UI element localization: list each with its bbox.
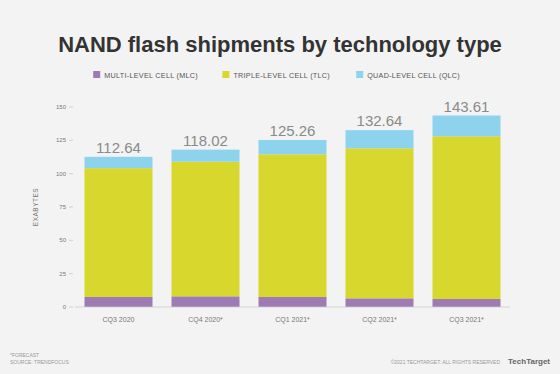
legend: MULTI-LEVEL CELL (MLC) TRIPLE-LEVEL CELL … bbox=[93, 71, 460, 80]
y-tick-label: 125 bbox=[56, 137, 67, 143]
y-tick-label: 150 bbox=[56, 104, 67, 110]
bar-segment bbox=[433, 116, 501, 137]
bar-segment bbox=[259, 297, 327, 307]
y-tick-label: 25 bbox=[59, 271, 66, 277]
y-tick-label: 50 bbox=[59, 237, 66, 243]
y-tick bbox=[69, 273, 73, 274]
x-tick-label: CQ1 2021* bbox=[275, 316, 310, 324]
y-tick-label: 75 bbox=[59, 204, 66, 210]
bar-segment bbox=[346, 148, 414, 298]
y-tick-label: 0 bbox=[63, 304, 67, 310]
legend-label: QUAD-LEVEL CELL (QLC) bbox=[367, 71, 460, 80]
bar-segment bbox=[85, 157, 153, 168]
total-label: 143.61 bbox=[444, 98, 490, 115]
x-tick-label: CQ3 2021* bbox=[449, 316, 484, 324]
y-tick bbox=[69, 140, 73, 141]
y-tick bbox=[69, 307, 73, 308]
y-tick bbox=[69, 107, 73, 108]
title: NAND flash shipments by technology type bbox=[58, 32, 502, 57]
y-tick bbox=[69, 207, 73, 208]
x-tick-label: CQ2 2021* bbox=[362, 316, 397, 324]
copyright: ©2021 TECHTARGET. ALL RIGHTS RESERVED bbox=[391, 359, 501, 365]
bar-segment bbox=[85, 168, 153, 297]
bar-segment bbox=[346, 298, 414, 307]
bar-segment bbox=[346, 130, 414, 148]
bar-segment bbox=[172, 162, 240, 297]
source: SOURCE: TRENDFOCUS bbox=[10, 359, 69, 365]
total-label: 112.64 bbox=[96, 139, 141, 156]
chart: NAND flash shipments by technology type M… bbox=[0, 0, 560, 374]
legend-label: MULTI-LEVEL CELL (MLC) bbox=[104, 71, 198, 80]
bars bbox=[85, 116, 501, 307]
footnote: *FORECAST bbox=[10, 352, 39, 358]
bar-segment bbox=[433, 299, 501, 307]
bar-segment bbox=[259, 154, 327, 297]
x-tick-label: CQ3 2020 bbox=[103, 316, 135, 324]
total-label: 125.26 bbox=[270, 122, 316, 139]
total-label: 132.64 bbox=[357, 112, 403, 129]
y-tick-label: 100 bbox=[56, 171, 67, 177]
background bbox=[0, 0, 560, 374]
legend-swatch bbox=[93, 71, 100, 78]
brand: TechTarget bbox=[508, 357, 550, 366]
y-tick bbox=[69, 240, 73, 241]
bar-segment bbox=[172, 296, 240, 307]
bar-segment bbox=[259, 140, 327, 154]
bar-segment bbox=[433, 136, 501, 299]
bar-segment bbox=[85, 297, 153, 307]
bar-segment bbox=[172, 150, 240, 162]
legend-swatch bbox=[356, 71, 363, 78]
total-label: 118.02 bbox=[183, 132, 228, 149]
y-tick bbox=[69, 173, 73, 174]
x-tick-label: CQ4 2020* bbox=[188, 316, 223, 324]
legend-label: TRIPLE-LEVEL CELL (TLC) bbox=[233, 71, 330, 80]
legend-swatch bbox=[222, 71, 229, 78]
x-axis-line bbox=[75, 307, 510, 308]
y-axis-label: EXABYTES bbox=[32, 188, 39, 226]
y-axis: 0 25 50 75 100 125 150 bbox=[56, 104, 73, 310]
